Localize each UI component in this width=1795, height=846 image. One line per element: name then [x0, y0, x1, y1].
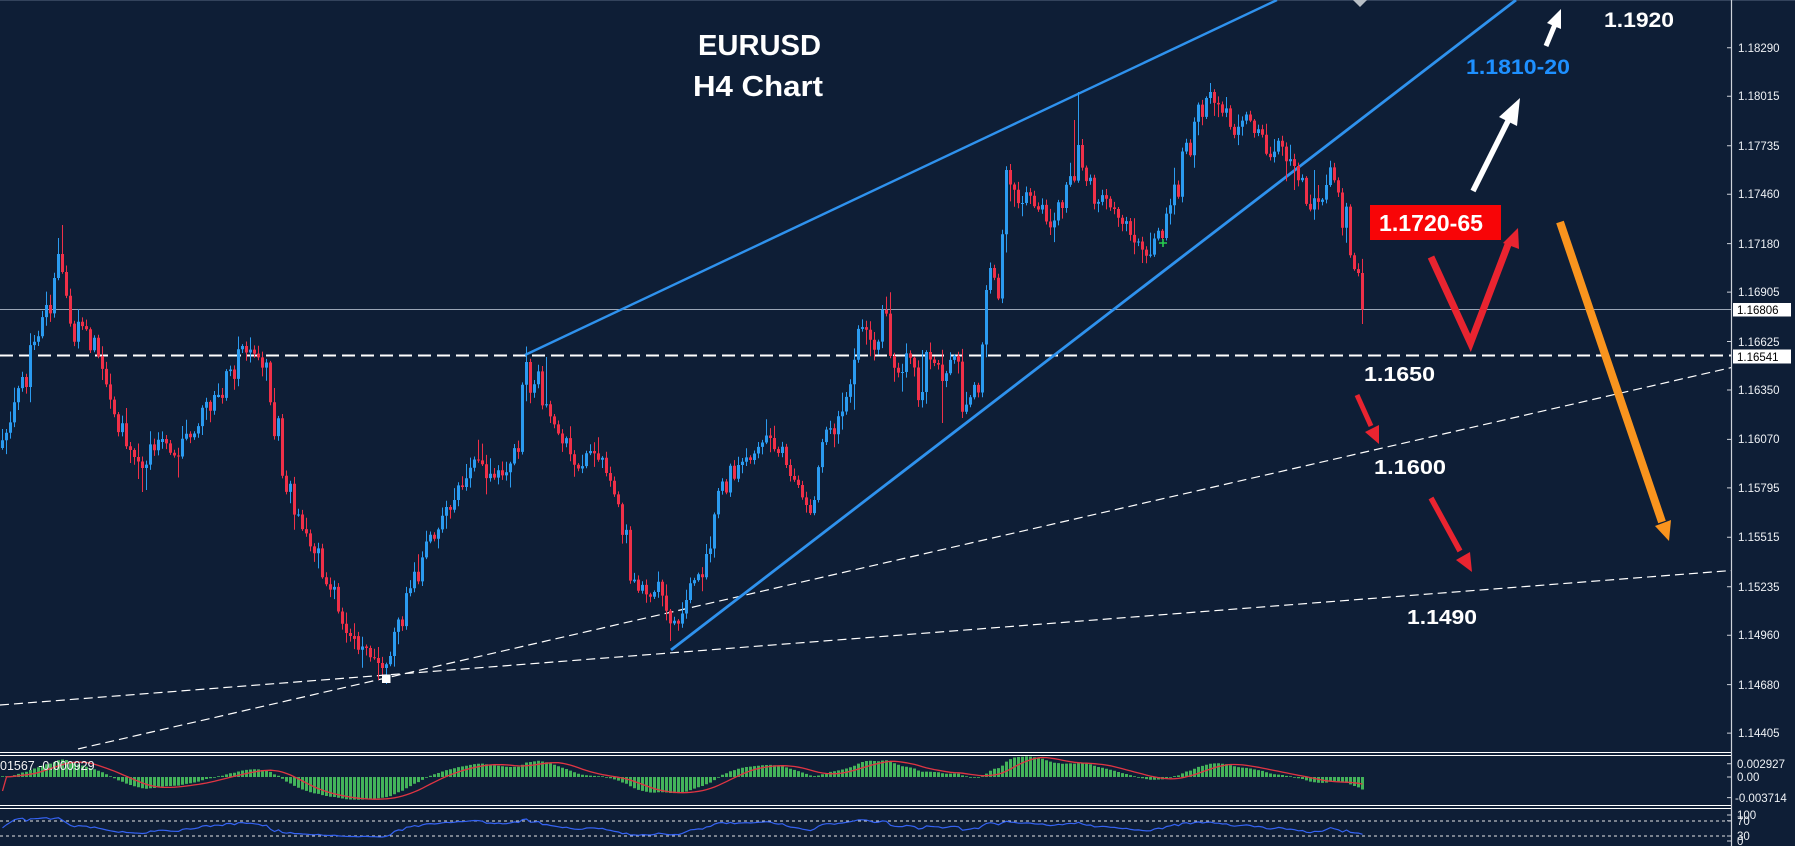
svg-text:-0.003714: -0.003714: [1735, 793, 1787, 805]
svg-text:1.18015: 1.18015: [1738, 91, 1780, 103]
svg-text:1.16806: 1.16806: [1737, 305, 1779, 317]
svg-text:1.18290: 1.18290: [1738, 43, 1780, 55]
svg-text:1.14960: 1.14960: [1738, 630, 1780, 642]
svg-text:1.1720-65: 1.1720-65: [1379, 210, 1483, 236]
svg-text:0.00: 0.00: [1737, 772, 1759, 784]
svg-text:70: 70: [1737, 816, 1750, 828]
svg-text:1.15515: 1.15515: [1738, 532, 1780, 544]
svg-text:1.1810-20: 1.1810-20: [1466, 56, 1570, 79]
svg-text:100: 100: [1737, 810, 1756, 822]
svg-text:1.14405: 1.14405: [1738, 728, 1780, 740]
svg-text:H4 Chart: H4 Chart: [693, 71, 823, 103]
svg-text:1.17735: 1.17735: [1738, 141, 1780, 153]
svg-text:1.16541: 1.16541: [1737, 352, 1779, 364]
svg-text:0.002927: 0.002927: [1737, 759, 1785, 771]
svg-text:1.14680: 1.14680: [1738, 680, 1780, 692]
svg-text:0: 0: [1737, 836, 1743, 846]
svg-text:1.16625: 1.16625: [1738, 337, 1780, 349]
svg-text:1.16070: 1.16070: [1738, 434, 1780, 446]
svg-text:1.1920: 1.1920: [1604, 9, 1674, 32]
svg-text:1.15235: 1.15235: [1738, 582, 1780, 594]
svg-text:1.15795: 1.15795: [1738, 483, 1780, 495]
svg-text:1.17460: 1.17460: [1738, 189, 1780, 201]
svg-text:EURUSD: EURUSD: [698, 30, 821, 62]
svg-text:1.1650: 1.1650: [1364, 364, 1435, 386]
svg-text:1.1490: 1.1490: [1407, 607, 1477, 629]
svg-text:1.17180: 1.17180: [1738, 239, 1780, 251]
svg-text:30: 30: [1737, 831, 1750, 843]
svg-text:1.16350: 1.16350: [1738, 385, 1780, 397]
svg-text:01567 -0.000929: 01567 -0.000929: [0, 759, 95, 773]
svg-text:1.1600: 1.1600: [1374, 457, 1446, 479]
svg-text:1.16905: 1.16905: [1738, 287, 1780, 299]
